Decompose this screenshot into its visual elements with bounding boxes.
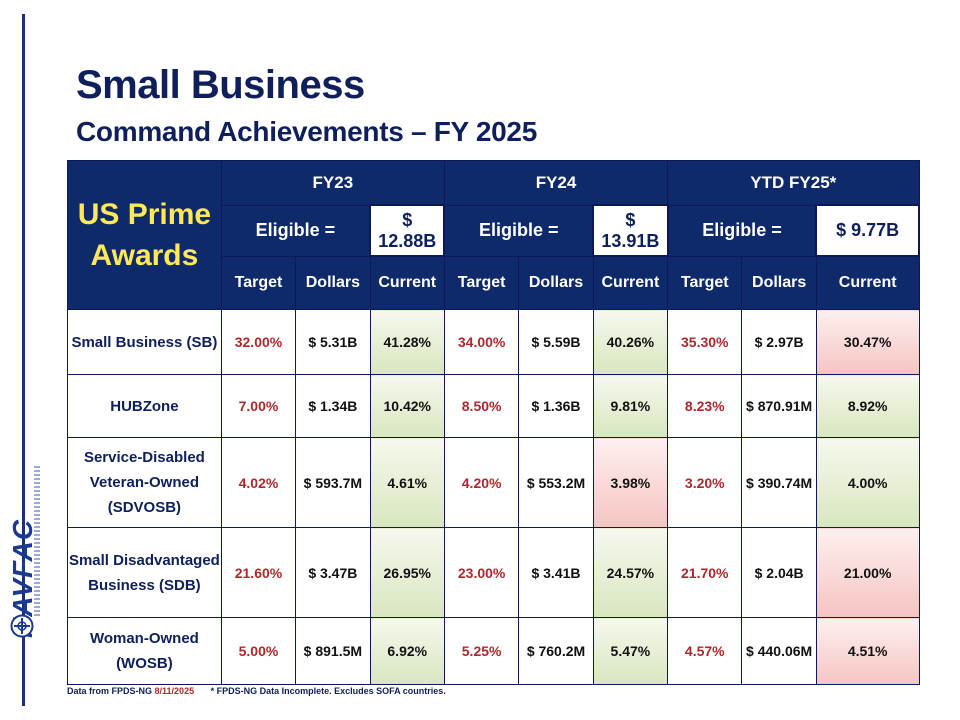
eligible-amount-fy24: $ 13.91B: [592, 204, 669, 257]
current-cell: 3.98%: [592, 437, 669, 528]
awards-table: US Prime Awards FY23 FY24 YTD FY25* Elig…: [67, 160, 920, 685]
column-header-target: Target: [220, 255, 297, 310]
current-cell: 9.81%: [592, 374, 669, 438]
dollars-cell: $ 3.41B: [518, 527, 594, 618]
current-cell: 26.95%: [369, 527, 445, 618]
current-cell: 21.00%: [815, 527, 920, 618]
target-cell: 35.30%: [667, 309, 743, 375]
eligible-amount-fy23: $ 12.88B: [369, 204, 446, 257]
column-header-target: Target: [443, 255, 520, 310]
column-header-current: Current: [592, 255, 669, 310]
dollars-cell: $ 870.91M: [741, 374, 817, 438]
corner-label-line-2: Awards: [90, 239, 199, 272]
target-cell: 7.00%: [220, 374, 297, 438]
row-label: Small Business (SB): [67, 309, 222, 375]
column-header-dollars: Dollars: [295, 255, 371, 310]
target-cell: 3.20%: [667, 437, 743, 528]
footer-date: 8/11/2025: [154, 686, 195, 696]
target-cell: 34.00%: [443, 309, 520, 375]
current-cell: 5.47%: [592, 617, 669, 685]
current-cell: 6.92%: [369, 617, 445, 685]
target-cell: 4.20%: [443, 437, 520, 528]
target-cell: 5.25%: [443, 617, 520, 685]
dollars-cell: $ 2.04B: [741, 527, 817, 618]
target-cell: 8.50%: [443, 374, 520, 438]
current-cell: 4.00%: [815, 437, 920, 528]
target-cell: 32.00%: [220, 309, 297, 375]
target-cell: 23.00%: [443, 527, 520, 618]
logo-subtext-stripe: [34, 466, 40, 616]
current-cell: 40.26%: [592, 309, 669, 375]
page-subtitle: Command Achievements – FY 2025: [76, 116, 537, 147]
current-cell: 10.42%: [369, 374, 445, 438]
target-cell: 4.02%: [220, 437, 297, 528]
row-label: Service-Disabled Veteran-Owned (SDVOSB): [67, 437, 222, 528]
column-header-target: Target: [667, 255, 743, 310]
target-cell: 21.60%: [220, 527, 297, 618]
row-label: HUBZone: [67, 374, 222, 438]
row-label: Small Disadvantaged Business (SDB): [67, 527, 222, 618]
column-header-current: Current: [369, 255, 445, 310]
corner-label-line-1: US Prime: [77, 198, 212, 231]
dollars-cell: $ 2.97B: [741, 309, 817, 375]
table-row: HUBZone 7.00% $ 1.34B 10.42% 8.50% $ 1.3…: [67, 374, 920, 438]
dollars-cell: $ 5.59B: [518, 309, 594, 375]
left-accent-rule: [22, 14, 25, 706]
dollars-cell: $ 1.36B: [518, 374, 594, 438]
dollars-cell: $ 593.7M: [295, 437, 371, 528]
eligible-amount-fy25: $ 9.77B: [815, 204, 920, 257]
dollars-cell: $ 891.5M: [295, 617, 371, 685]
target-cell: 5.00%: [220, 617, 297, 685]
target-cell: 4.57%: [667, 617, 743, 685]
table-row: Service-Disabled Veteran-Owned (SDVOSB) …: [67, 437, 920, 528]
navfac-logo: NAVFAC: [7, 462, 40, 638]
footer-source: Data from FPDS-NG: [67, 686, 153, 696]
dollars-cell: $ 760.2M: [518, 617, 594, 685]
page-title: Small Business: [76, 63, 365, 107]
footer-note: Data from FPDS-NG 8/11/2025 * FPDS-NG Da…: [67, 686, 446, 696]
year-header-fy23: FY23: [220, 160, 445, 206]
current-cell: 30.47%: [815, 309, 920, 375]
row-label: Woman-Owned (WOSB): [67, 617, 222, 685]
table-row: Small Disadvantaged Business (SDB) 21.60…: [67, 527, 920, 618]
table-row: Woman-Owned (WOSB) 5.00% $ 891.5M 6.92% …: [67, 617, 920, 685]
corner-cell: US Prime Awards: [67, 160, 222, 310]
dollars-cell: $ 5.31B: [295, 309, 371, 375]
table-row: Small Business (SB) 32.00% $ 5.31B 41.28…: [67, 309, 920, 375]
column-header-dollars: Dollars: [741, 255, 817, 310]
current-cell: 4.61%: [369, 437, 445, 528]
dollars-cell: $ 3.47B: [295, 527, 371, 618]
logo-wordmark: NAVFAC: [7, 462, 38, 638]
current-cell: 41.28%: [369, 309, 445, 375]
current-cell: 24.57%: [592, 527, 669, 618]
navfac-emblem-icon: [10, 614, 34, 638]
year-header-fy24: FY24: [443, 160, 669, 206]
dollars-cell: $ 1.34B: [295, 374, 371, 438]
eligible-label-fy23: Eligible =: [220, 204, 371, 257]
year-header-fy25: YTD FY25*: [667, 160, 920, 206]
current-cell: 8.92%: [815, 374, 920, 438]
footer-disclaimer: * FPDS-NG Data Incomplete. Excludes SOFA…: [210, 686, 446, 696]
target-cell: 21.70%: [667, 527, 743, 618]
column-header-dollars: Dollars: [518, 255, 594, 310]
dollars-cell: $ 390.74M: [741, 437, 817, 528]
current-cell: 4.51%: [815, 617, 920, 685]
eligible-label-fy24: Eligible =: [443, 204, 594, 257]
dollars-cell: $ 440.06M: [741, 617, 817, 685]
dollars-cell: $ 553.2M: [518, 437, 594, 528]
column-header-current: Current: [815, 255, 920, 310]
target-cell: 8.23%: [667, 374, 743, 438]
eligible-label-fy25: Eligible =: [667, 204, 817, 257]
